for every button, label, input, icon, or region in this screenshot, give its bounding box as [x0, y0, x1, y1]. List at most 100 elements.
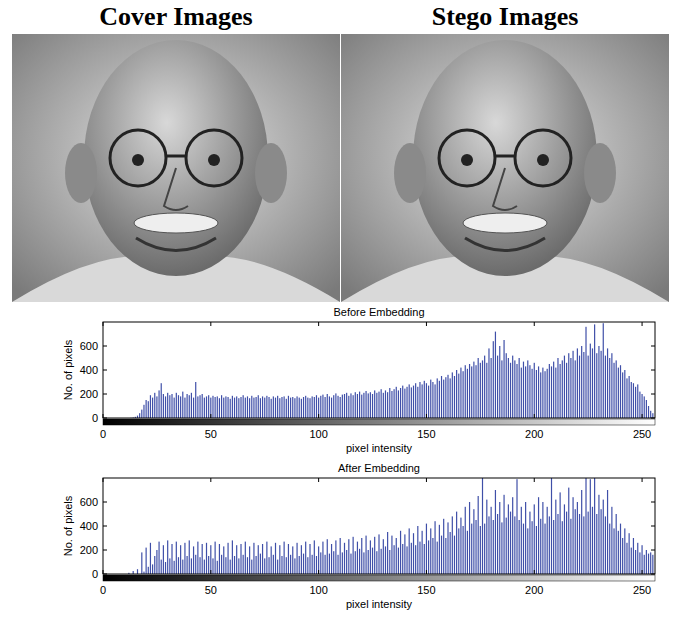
histogram-bar	[607, 490, 608, 574]
histogram-bar	[353, 537, 354, 574]
histogram-bar	[437, 542, 438, 574]
x-tick	[642, 414, 643, 418]
histogram-bar	[374, 537, 375, 574]
histogram-bar	[624, 528, 625, 574]
histogram-bar	[370, 392, 371, 418]
histogram-bar	[387, 392, 388, 418]
histogram-bar	[426, 383, 427, 418]
histogram-bar	[191, 393, 192, 418]
histogram-bar	[439, 381, 440, 418]
image-title: Cover Images	[99, 2, 252, 31]
histogram-bar	[195, 555, 196, 574]
histogram-bar	[217, 561, 218, 574]
histogram-bar	[473, 362, 474, 418]
histogram-bar	[355, 392, 356, 418]
x-tick	[318, 478, 319, 482]
histogram-bar	[544, 371, 545, 418]
histogram-bar	[506, 518, 507, 574]
histogram-bar	[376, 393, 377, 418]
histogram-bar	[359, 549, 360, 574]
x-tick-label: 150	[417, 428, 435, 440]
histogram-bar	[275, 398, 276, 418]
histogram-bar	[452, 372, 453, 418]
histogram-bar	[501, 360, 502, 418]
histogram-bar	[471, 366, 472, 418]
histogram-bar	[512, 356, 513, 418]
histogram-bar	[340, 397, 341, 418]
histogram-bar	[234, 398, 235, 418]
histogram-bar	[247, 557, 248, 574]
photo-eye	[537, 154, 549, 166]
histogram-bar	[637, 543, 638, 574]
histogram-bar	[184, 543, 185, 574]
histogram-bar	[585, 478, 586, 574]
histogram-bar	[215, 542, 216, 574]
histogram-bar	[219, 544, 220, 574]
histogram-bar	[268, 557, 269, 574]
photo-glasses	[186, 130, 242, 186]
y-tick	[103, 394, 107, 395]
histogram-bar	[245, 542, 246, 574]
histogram-bar	[299, 398, 300, 418]
histogram-bar	[281, 397, 282, 418]
histogram-bar	[560, 364, 561, 418]
histogram-bar	[212, 558, 213, 574]
x-tick	[642, 570, 643, 574]
histogram-bar	[432, 538, 433, 574]
histogram-bar	[501, 522, 502, 574]
histogram-bar	[279, 545, 280, 574]
histogram-bar	[406, 387, 407, 418]
histogram-bar	[419, 542, 420, 574]
histogram-bar	[143, 405, 144, 418]
x-tick	[534, 322, 535, 326]
histogram-bar	[258, 395, 259, 418]
histogram-bar	[428, 386, 429, 418]
x-tick	[642, 478, 643, 482]
histogram-bar	[158, 390, 159, 418]
histogram-bar	[581, 346, 582, 418]
x-tick	[426, 570, 427, 574]
histogram-bar	[488, 348, 489, 418]
histogram-bar	[447, 522, 448, 574]
histogram-bar	[294, 398, 295, 418]
x-tick	[210, 570, 211, 574]
histogram-bar	[236, 545, 237, 574]
photo-background	[341, 34, 669, 302]
x-tick	[318, 570, 319, 574]
histogram-bar	[406, 546, 407, 574]
histogram-bar	[430, 528, 431, 574]
histogram-bar	[396, 387, 397, 418]
histogram-bar	[340, 538, 341, 574]
histogram-bar	[547, 369, 548, 418]
histogram-bar	[624, 370, 625, 418]
histogram-bar	[601, 509, 602, 574]
histogram-bar	[523, 524, 524, 574]
histogram-bar	[641, 394, 642, 418]
histogram-bar	[613, 528, 614, 574]
y-tick	[651, 346, 655, 347]
histogram-bar	[495, 490, 496, 574]
histogram-bar	[491, 358, 492, 418]
histogram-bar	[475, 365, 476, 418]
histogram-bar	[544, 524, 545, 574]
histogram-bar	[148, 401, 149, 418]
histogram-bar	[400, 388, 401, 418]
histogram-bar	[389, 388, 390, 418]
bars	[128, 478, 653, 574]
histogram-bar	[646, 400, 647, 418]
histogram-bar	[197, 542, 198, 574]
histogram-bar	[260, 554, 261, 574]
histogram-bar	[555, 368, 556, 418]
photo-moustache	[134, 213, 218, 233]
histogram-bar	[480, 363, 481, 418]
histogram-bar	[391, 391, 392, 418]
histogram-bar	[579, 356, 580, 418]
histogram-bar	[368, 550, 369, 574]
histogram-bar	[381, 549, 382, 574]
histogram-bar	[534, 363, 535, 418]
histogram-bar	[644, 396, 645, 418]
histogram-bar	[331, 398, 332, 418]
histogram-bar	[359, 392, 360, 418]
histogram-bar	[187, 394, 188, 418]
histogram-bar	[251, 396, 252, 418]
